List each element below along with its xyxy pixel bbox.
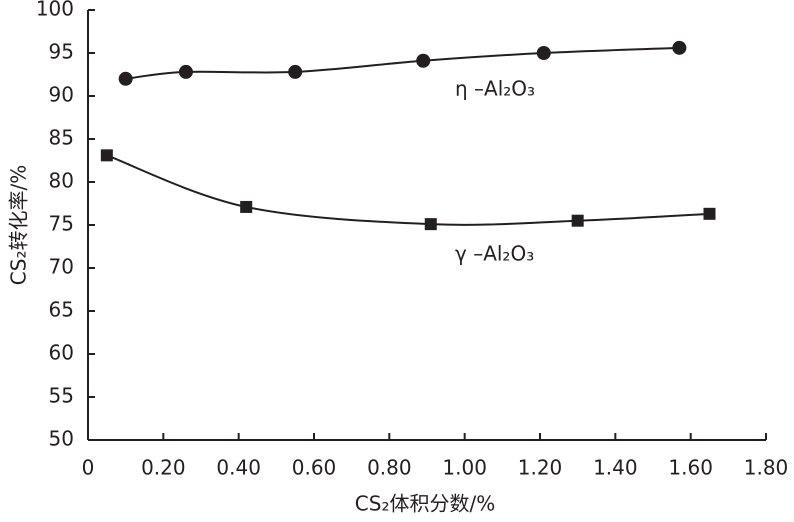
x-tick-label: 0.20 — [141, 456, 186, 480]
y-tick-label: 85 — [49, 126, 74, 150]
y-tick-label: 60 — [49, 341, 74, 365]
y-tick-label: 90 — [49, 83, 74, 107]
x-tick-label: 1.60 — [668, 456, 713, 480]
x-tick-label: 0.60 — [292, 456, 337, 480]
x-tick-label: 1.80 — [744, 456, 789, 480]
point — [100, 149, 113, 162]
point — [571, 214, 584, 227]
point — [703, 207, 716, 220]
x-tick-label: 0.40 — [216, 456, 261, 480]
y-tick-label: 100 — [36, 0, 74, 21]
series-label: η –Al₂O₃ — [455, 77, 535, 101]
y-tick-label: 65 — [49, 298, 74, 322]
point — [416, 53, 431, 68]
x-tick-label: 1.20 — [518, 456, 563, 480]
x-tick-label: 1.00 — [442, 456, 487, 480]
point — [178, 64, 193, 79]
y-tick-label: 95 — [49, 40, 74, 64]
point — [118, 71, 133, 86]
point — [424, 218, 437, 231]
point — [240, 200, 253, 213]
x-tick-label: 0 — [82, 456, 95, 480]
y-tick-label: 50 — [49, 427, 74, 451]
series-line — [106, 154, 710, 226]
point — [536, 46, 551, 60]
x-tick-label: 0.80 — [367, 456, 412, 480]
x-axis-label: CS₂体积分数/% — [355, 492, 495, 516]
series-line — [125, 46, 680, 80]
y-tick-label: 70 — [49, 255, 74, 279]
x-tick-label: 1.40 — [593, 456, 638, 480]
series-label: γ –Al₂O₃ — [455, 242, 534, 266]
point — [288, 64, 303, 79]
y-axis-label: CS₂转化率/% — [7, 165, 31, 285]
y-tick-label: 55 — [49, 384, 74, 408]
y-tick-label: 80 — [49, 169, 74, 193]
y-tick-label: 75 — [49, 212, 74, 236]
point — [672, 40, 687, 55]
